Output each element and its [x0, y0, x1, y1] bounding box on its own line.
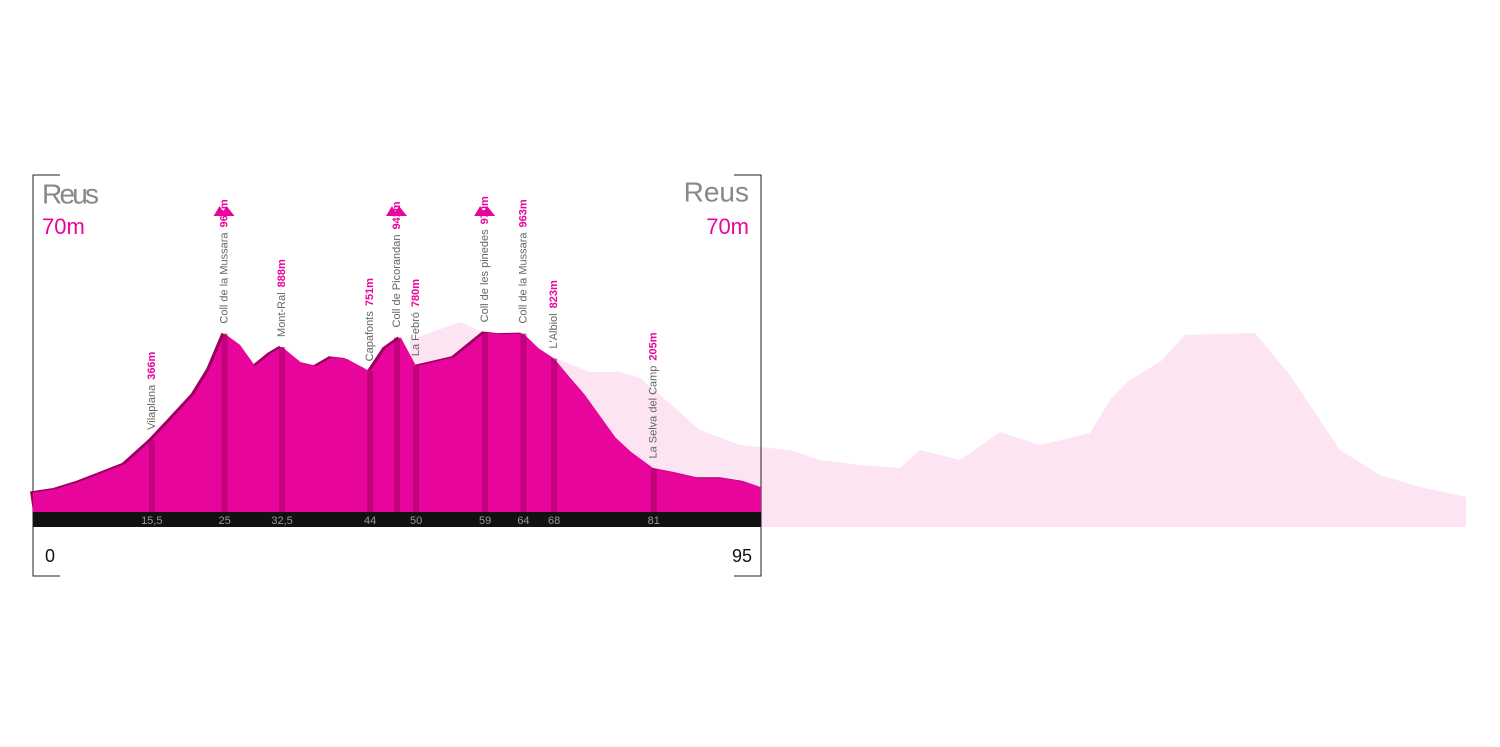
- waypoint-name: Vilaplana: [146, 384, 158, 430]
- waypoint-elevation: 751m: [364, 278, 376, 306]
- waypoint-band: [148, 439, 155, 512]
- waypoint-band: [413, 366, 420, 512]
- waypoint-label: L'Albiol 823m: [548, 280, 560, 348]
- waypoint-label: Coll de la Mussara 963m: [517, 199, 529, 323]
- waypoint-band: [221, 333, 228, 512]
- start-elevation: 70m: [42, 214, 85, 239]
- waypoint-name: Mont-Ral: [276, 292, 288, 337]
- waypoint-elevation: 963m: [517, 199, 529, 227]
- waypoint-band: [394, 337, 400, 512]
- labels: Vilaplana 366m Coll de la Mussara 963m Mont-…: [146, 196, 660, 458]
- waypoint-name: La Selva del Camp: [648, 366, 660, 459]
- x-tick-label: 50: [410, 515, 422, 527]
- waypoint-band: [279, 346, 286, 512]
- waypoint-elevation: 888m: [276, 259, 288, 287]
- waypoint-label: Mont-Ral 888m: [276, 259, 288, 337]
- waypoint-name: Coll de la Mussara: [218, 232, 230, 324]
- waypoint-label: La Febró 780m: [410, 279, 422, 356]
- x-tick-label: 59: [479, 515, 491, 527]
- start-name: Reus: [42, 178, 99, 209]
- waypoint-label: Vilaplana 366m: [146, 351, 158, 429]
- x-start-label: 0: [45, 546, 55, 566]
- x-tick-label: 15,5: [141, 515, 162, 527]
- frame-left: [32, 174, 60, 577]
- waypoint-elevation: 366m: [146, 351, 158, 379]
- climb-icon: [386, 206, 407, 216]
- waypoint-band: [367, 371, 374, 512]
- waypoint-name: L'Albiol: [548, 313, 560, 348]
- waypoint-name: Capafonts: [364, 311, 376, 362]
- plot: [30, 331, 761, 512]
- waypoint-label: Coll de Picorandan941m: [391, 201, 403, 327]
- waypoint-name: Coll de les pinedes: [479, 229, 491, 322]
- waypoint-elevation: 780m: [410, 279, 422, 307]
- x-tick-label: 25: [218, 515, 230, 527]
- distance-bar: [33, 512, 761, 527]
- waypoint-band: [551, 358, 558, 512]
- frame-right: [734, 174, 762, 577]
- waypoint-name: Coll de la Mussara: [517, 232, 529, 324]
- waypoint-elevation: 205m: [648, 332, 660, 360]
- waypoint-label: Capafonts 751m: [364, 278, 376, 362]
- x-end-label: 95: [732, 546, 752, 566]
- finish-elevation: 70m: [706, 214, 749, 239]
- waypoint-elevation: 823m: [548, 280, 560, 308]
- waypoint-band: [650, 468, 657, 512]
- waypoint-band: [520, 333, 527, 512]
- waypoint-label: La Selva del Camp 205m: [648, 332, 660, 458]
- climb-icon: [213, 206, 235, 216]
- waypoint-band: [482, 332, 489, 512]
- x-tick-label: 44: [364, 515, 376, 527]
- x-tick-label: 81: [648, 515, 660, 527]
- x-tick-label: 32,5: [271, 515, 292, 527]
- waypoint-label: Coll de la Mussara963m: [218, 199, 230, 323]
- waypoint-name: Coll de Picorandan: [391, 235, 403, 328]
- finish-name: Reus: [684, 176, 749, 207]
- waypoint-label: Coll de les pinedes970m: [479, 196, 491, 322]
- x-tick-label: 64: [517, 515, 529, 527]
- waypoint-name: La Febró: [410, 312, 422, 356]
- x-tick-label: 68: [548, 515, 560, 527]
- climb-icon: [474, 206, 496, 216]
